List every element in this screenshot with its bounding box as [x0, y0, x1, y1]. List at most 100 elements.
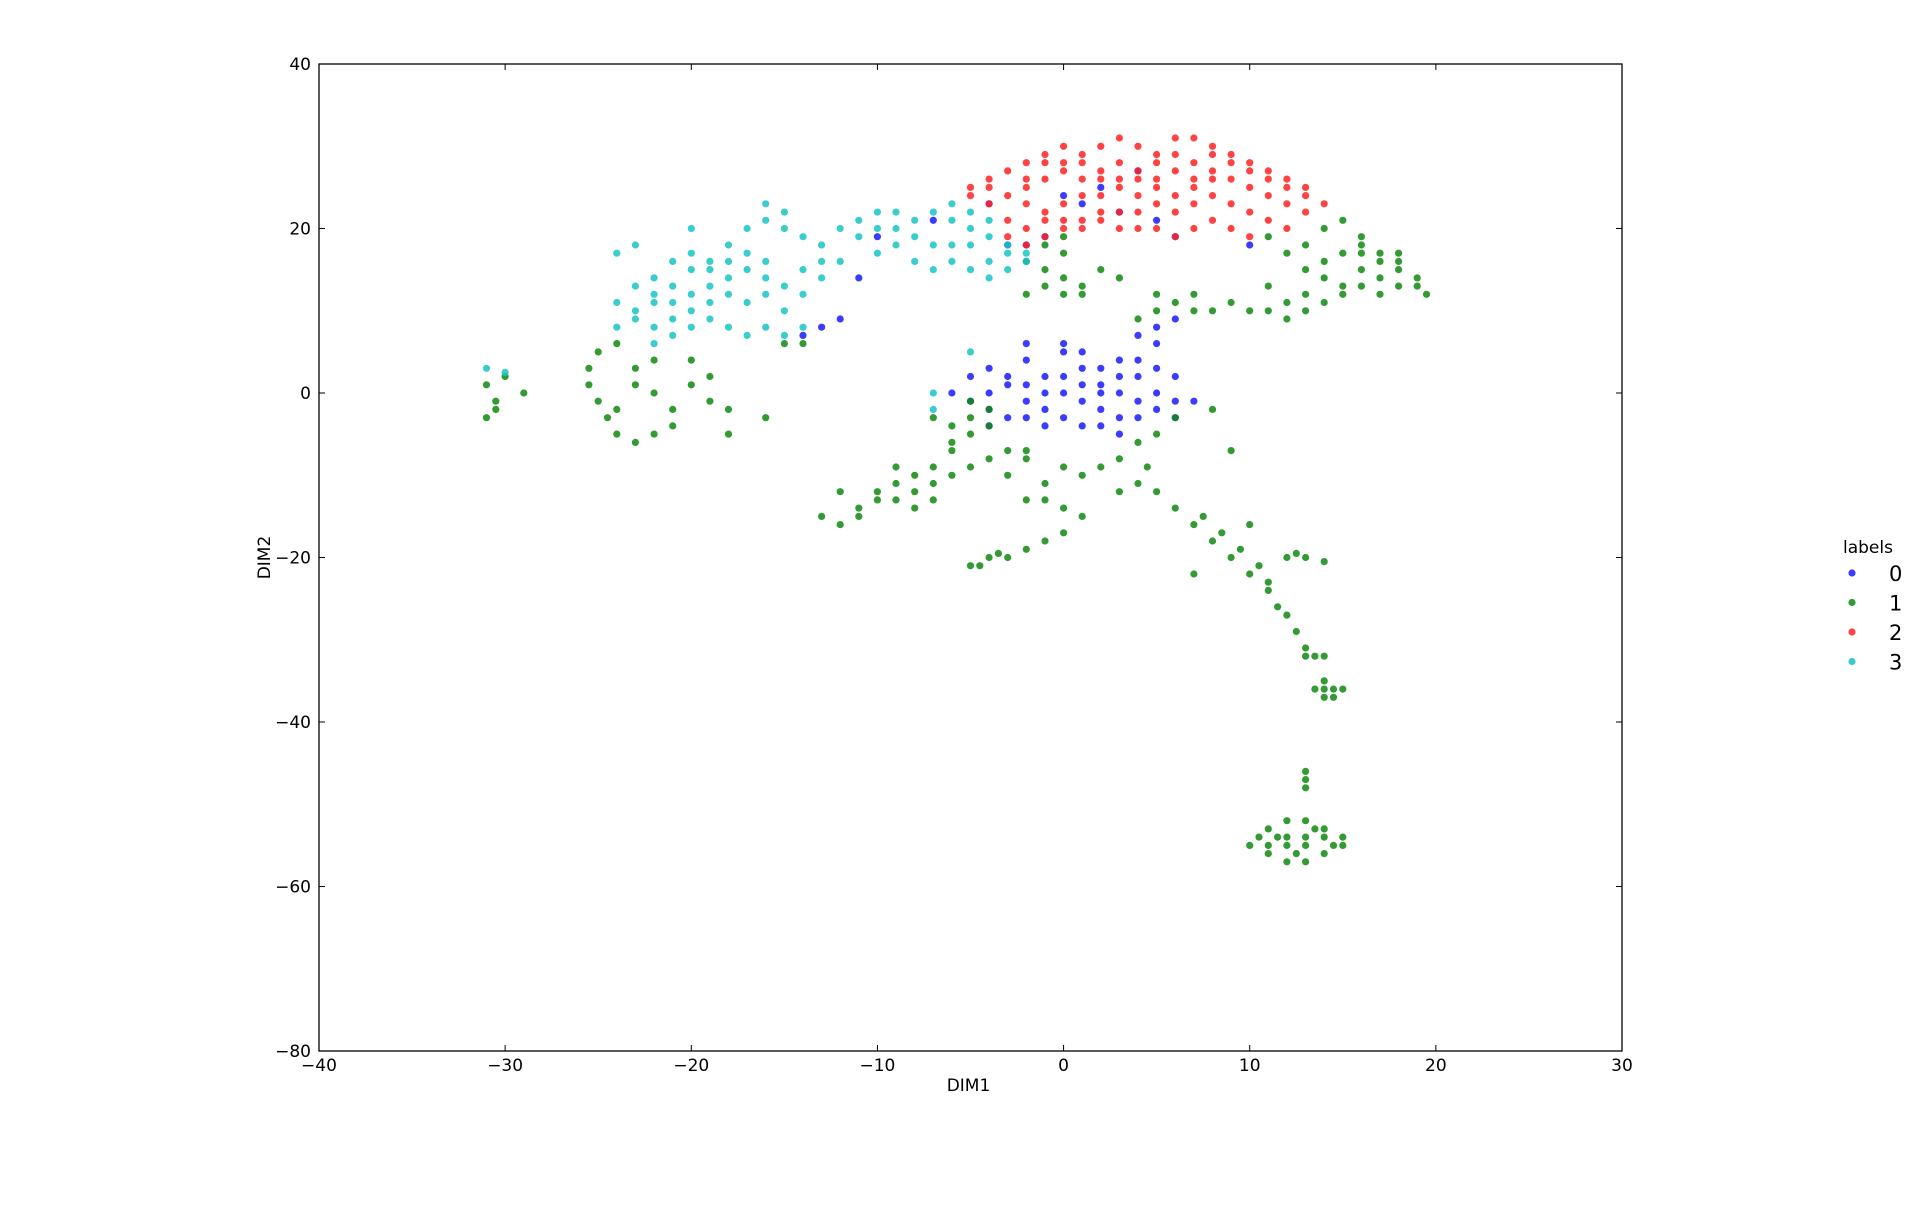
point-series-3 [706, 266, 714, 274]
point-series-1 [1302, 652, 1310, 660]
point-series-1 [985, 553, 993, 562]
point-series-2 [1190, 175, 1198, 183]
point-series-2 [1041, 150, 1049, 159]
point-series-2 [1078, 150, 1086, 159]
point-series-1 [1292, 627, 1300, 636]
point-series-2 [1060, 167, 1068, 175]
point-series-0 [1171, 397, 1179, 405]
point-series-3 [799, 266, 807, 274]
point-series-1 [1395, 282, 1403, 290]
point-series-2 [1115, 159, 1123, 167]
point-series-3 [613, 323, 621, 331]
point-series-1 [1302, 290, 1310, 298]
point-series-1 [1283, 841, 1291, 850]
point-series-2 [1227, 150, 1235, 159]
legend-label-3: 3 [1889, 651, 1902, 675]
point-series-2 [1041, 159, 1049, 167]
point-series-3 [929, 405, 937, 413]
point-series-3 [743, 249, 751, 257]
point-series-3 [743, 331, 751, 339]
point-series-1 [1302, 841, 1310, 850]
point-series-1 [594, 397, 602, 405]
point-series-2 [1283, 175, 1291, 183]
point-series-2 [1115, 208, 1123, 216]
point-series-2 [1190, 134, 1198, 142]
point-series-2 [1264, 216, 1272, 224]
point-series-3 [873, 249, 882, 257]
point-series-3 [911, 233, 919, 241]
point-series-2 [1208, 216, 1217, 224]
point-series-1 [1320, 693, 1328, 701]
point-series-1 [1060, 249, 1068, 257]
point-series-3 [1022, 257, 1030, 265]
point-series-0 [1060, 348, 1068, 356]
point-series-1 [1320, 558, 1328, 566]
point-series-1 [929, 479, 937, 488]
point-series-2 [1097, 192, 1105, 200]
point-series-1 [1264, 825, 1272, 833]
point-series-0 [1134, 414, 1142, 422]
point-series-1 [818, 512, 826, 521]
point-series-1 [650, 356, 658, 364]
point-series-1 [762, 414, 770, 422]
point-series-0 [855, 274, 863, 282]
point-series-3 [687, 266, 695, 274]
point-series-1 [855, 504, 863, 512]
point-series-1 [631, 438, 640, 446]
point-series-1 [1153, 307, 1161, 315]
point-series-2 [1246, 159, 1254, 167]
point-series-2 [966, 192, 975, 200]
point-series-1 [780, 340, 789, 348]
point-series-0 [1004, 372, 1012, 381]
point-series-3 [762, 216, 770, 224]
point-series-1 [1171, 414, 1179, 422]
point-series-1 [948, 471, 956, 479]
legend-marker-2 [1848, 628, 1856, 636]
point-series-1 [1320, 257, 1328, 265]
point-series-1 [585, 364, 593, 372]
point-series-1 [1004, 553, 1012, 562]
point-series-1 [1134, 438, 1142, 446]
point-series-1 [1422, 290, 1431, 298]
point-series-1 [1190, 570, 1198, 578]
point-series-1 [948, 438, 956, 446]
point-series-2 [1078, 159, 1086, 167]
point-series-3 [762, 274, 770, 282]
point-series-2 [1004, 216, 1012, 224]
point-series-1 [1060, 290, 1068, 298]
point-series-0 [1171, 315, 1179, 323]
point-series-3 [724, 290, 733, 298]
point-series-1 [520, 389, 528, 397]
legend-label-1: 1 [1889, 592, 1902, 616]
point-series-1 [1320, 224, 1328, 233]
point-series-1 [706, 372, 714, 381]
point-series-2 [1153, 224, 1161, 233]
point-series-2 [1060, 159, 1068, 167]
point-series-1 [1041, 479, 1049, 488]
legend-label-0: 0 [1889, 562, 1902, 586]
point-series-1 [966, 430, 975, 438]
point-series-3 [650, 323, 658, 331]
point-series-1 [1320, 833, 1328, 841]
point-series-1 [1022, 496, 1030, 504]
point-series-1 [1236, 545, 1244, 553]
point-series-1 [669, 422, 677, 430]
point-series-1 [799, 340, 807, 348]
point-series-2 [1153, 200, 1161, 208]
point-series-1 [873, 488, 882, 496]
point-series-3 [743, 224, 751, 233]
x-tick-label: 30 [1611, 1056, 1633, 1076]
point-series-3 [985, 274, 993, 282]
x-tick-label: −40 [301, 1056, 337, 1076]
point-series-1 [836, 521, 844, 529]
point-series-3 [929, 389, 937, 397]
point-series-2 [1171, 233, 1179, 241]
point-series-1 [1060, 274, 1068, 282]
point-series-1 [1097, 463, 1105, 471]
point-series-1 [650, 389, 658, 397]
point-series-3 [929, 208, 937, 216]
point-series-1 [1339, 282, 1347, 290]
point-series-2 [1246, 167, 1254, 175]
point-series-1 [1078, 471, 1086, 479]
point-series-0 [1171, 372, 1179, 381]
